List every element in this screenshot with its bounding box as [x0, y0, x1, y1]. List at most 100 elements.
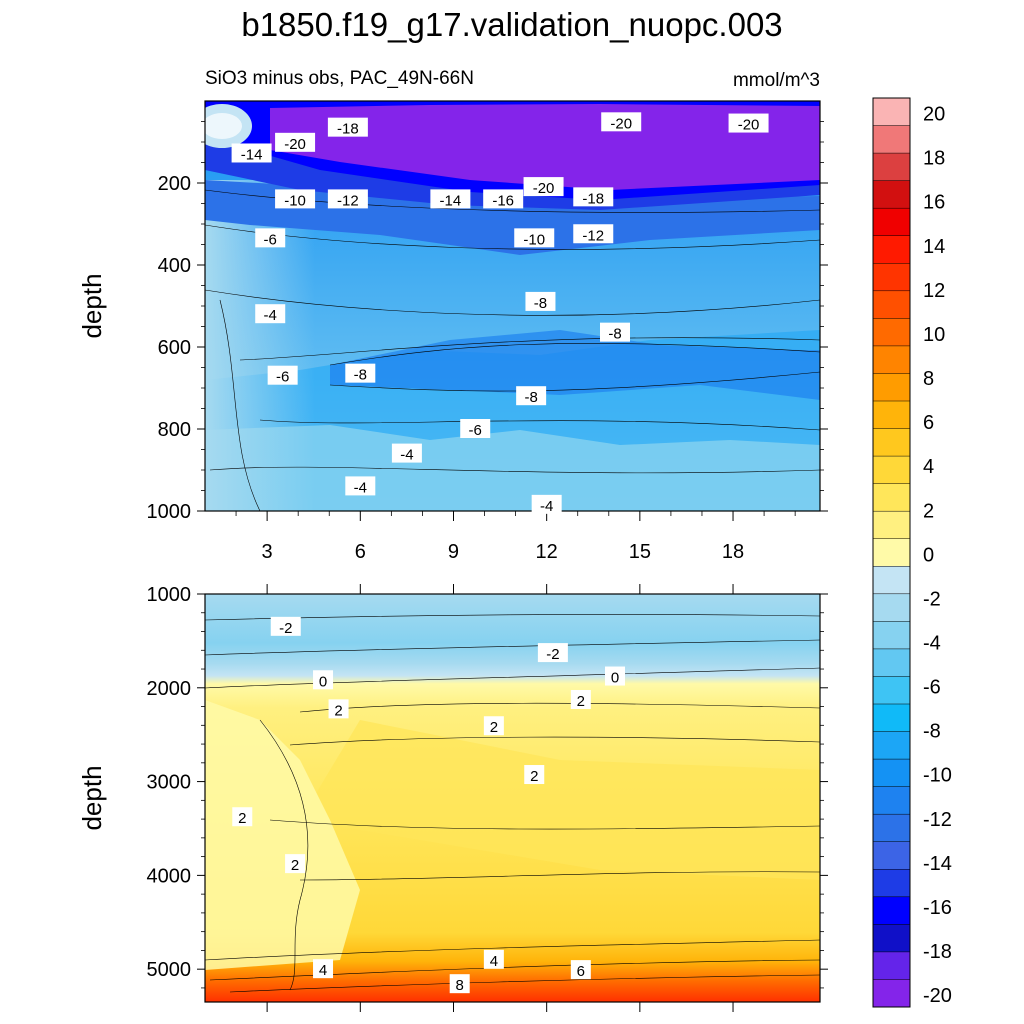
lower-ytick-label: 3000	[147, 772, 192, 794]
upper-contour-label: -12	[327, 189, 368, 209]
svg-text:2: 2	[490, 719, 498, 736]
colorbar-tick-label: -20	[923, 985, 952, 1007]
colorbar-tick-label: -6	[923, 677, 941, 699]
svg-text:-20: -20	[533, 180, 555, 197]
colorbar-swatch	[873, 951, 910, 980]
lower-plot-frame	[204, 593, 821, 1003]
colorbar-swatch	[873, 263, 910, 292]
svg-text:-20: -20	[284, 136, 306, 153]
svg-text:-14: -14	[241, 146, 263, 163]
upper-xtick-label: 18	[722, 541, 744, 563]
svg-text:2: 2	[291, 857, 299, 874]
colorbar-tick-label: -8	[923, 721, 941, 743]
lower-contour-label: 0	[605, 666, 625, 687]
colorbar-swatch	[873, 704, 910, 732]
colorbar-swatch	[873, 538, 910, 567]
upper-ytick-label: 200	[158, 173, 191, 195]
colorbar-tick-label: -18	[923, 941, 952, 963]
upper-xtick-label: 3	[262, 541, 273, 563]
colorbar-tick-label: -4	[923, 632, 941, 654]
subtitle-left: SiO3 minus obs, PAC_49N-66N	[205, 68, 474, 89]
svg-text:-8: -8	[608, 326, 621, 343]
colorbar-swatch	[873, 373, 910, 402]
colorbar-swatch	[873, 759, 910, 787]
svg-text:-6: -6	[469, 422, 482, 439]
svg-text:-12: -12	[337, 192, 359, 209]
colorbar-tick-label: -10	[923, 765, 952, 787]
colorbar-swatch	[873, 401, 910, 429]
colorbar-tick-label: 20	[923, 104, 945, 126]
svg-text:6: 6	[577, 963, 585, 980]
svg-text:-8: -8	[534, 295, 547, 312]
svg-text:-14: -14	[440, 192, 462, 209]
lower-contour-label: 2	[570, 689, 591, 710]
colorbar-tick-label: 14	[923, 236, 945, 258]
upper-contour-label: -8	[600, 322, 630, 343]
upper-contour-label: -18	[573, 187, 614, 207]
upper-contour-label: -4	[345, 476, 376, 496]
colorbar-swatch	[873, 98, 910, 126]
upper-contour-label: -6	[255, 228, 286, 248]
colorbar-swatch	[873, 924, 910, 953]
lower-contour-label: -2	[537, 643, 568, 663]
lower-ytick-label: 2000	[147, 678, 192, 700]
svg-text:-4: -4	[400, 447, 413, 464]
svg-text:-4: -4	[264, 307, 277, 324]
colorbar-tick-label: 6	[923, 412, 934, 434]
colorbar-swatch	[873, 483, 910, 512]
lower-contour-label: 2	[328, 699, 349, 719]
upper-contour-label: -8	[516, 386, 547, 406]
colorbar-swatch	[873, 841, 910, 870]
colorbar-swatch	[873, 290, 910, 319]
upper-contour-label: -14	[430, 189, 471, 209]
upper-band-minus-20-core	[270, 104, 820, 190]
svg-text:-2: -2	[546, 646, 559, 663]
upper-contour-label: -6	[267, 365, 298, 386]
colorbar-swatch	[873, 896, 910, 925]
svg-text:8: 8	[456, 977, 464, 994]
lower-ytick-label: 1000	[147, 584, 192, 606]
upper-ylabel: depth	[77, 273, 107, 338]
upper-contour-label: -20	[275, 132, 316, 153]
colorbar-swatch	[873, 869, 910, 898]
upper-xtick-label: 6	[355, 541, 366, 563]
colorbar-tick-label: 12	[923, 280, 945, 302]
svg-text:2: 2	[530, 768, 538, 785]
svg-text:-4: -4	[354, 479, 367, 496]
colorbar-swatch	[873, 456, 910, 484]
upper-xtick-label: 12	[536, 541, 558, 563]
svg-text:-20: -20	[610, 115, 632, 132]
lower-axis-ticks: 1000 2000 3000 4000 5000	[147, 584, 828, 1012]
svg-text:-2: -2	[279, 620, 292, 637]
colorbar-swatch	[873, 153, 910, 181]
colorbar-swatch	[873, 731, 910, 760]
upper-contour-label: -4	[391, 443, 422, 464]
colorbar-swatch	[873, 345, 910, 374]
svg-text:-16: -16	[492, 192, 514, 209]
svg-text:-6: -6	[276, 369, 289, 386]
lower-contour-label: 6	[570, 960, 591, 980]
colorbar-swatch	[873, 814, 910, 843]
svg-text:0: 0	[319, 673, 327, 690]
upper-ytick-label: 400	[158, 255, 191, 277]
colorbar-swatch	[873, 318, 910, 347]
svg-text:-8: -8	[524, 389, 537, 406]
colorbar: -20-18-16-14-12-10-8-6-4-202468101214161…	[872, 97, 952, 1008]
lower-contour-label: 4	[313, 959, 334, 979]
colorbar-swatch	[873, 648, 910, 677]
colorbar-tick-label: 18	[923, 148, 945, 170]
lower-ylabel: depth	[77, 765, 107, 830]
upper-contour-label: -20	[728, 113, 769, 134]
upper-contour-label: -6	[460, 419, 491, 439]
colorbar-tick-label: 10	[923, 324, 945, 346]
colorbar-tick-label: 0	[923, 544, 934, 566]
upper-contour-label: -20	[523, 177, 564, 197]
lower-contour-label: 2	[285, 854, 306, 874]
lower-contour-label: -2	[270, 616, 301, 637]
upper-contour-label: -14	[231, 143, 272, 163]
upper-contour-label: -4	[255, 304, 286, 324]
colorbar-swatch	[873, 235, 910, 264]
colorbar-swatch	[873, 621, 910, 650]
colorbar-frame	[872, 97, 911, 1008]
